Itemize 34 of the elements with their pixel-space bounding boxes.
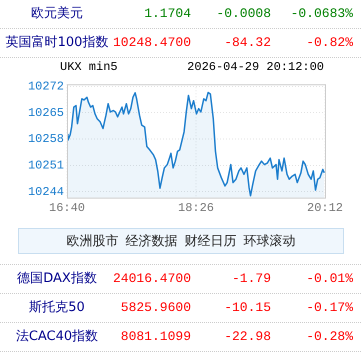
x-tick-label: 18:26 xyxy=(178,200,214,215)
y-tick-label: 10272 xyxy=(28,80,64,94)
y-tick-label: 10258 xyxy=(28,132,64,146)
y-tick-label: 10244 xyxy=(28,184,64,199)
text: 财经日历 xyxy=(184,233,236,250)
text: -0.01% xyxy=(306,271,353,287)
text: 欧元美元 xyxy=(31,6,83,22)
y-tick-label: 10265 xyxy=(28,106,64,120)
y-tick-label: 10251 xyxy=(28,158,64,172)
x-tick-label: 16:40 xyxy=(48,200,86,215)
text: 斯托克50 xyxy=(29,300,85,316)
text: -84.32 xyxy=(224,35,271,51)
text: -0.82% xyxy=(306,35,353,51)
chart-subtitle: 2026-04-29 20:12:00 xyxy=(187,60,324,74)
text: 英国富时100指数 xyxy=(6,35,108,51)
text: -0.0683% xyxy=(290,6,353,22)
text: -1.79 xyxy=(232,271,271,287)
text: -0.17% xyxy=(306,300,353,316)
text: 欧洲股市 xyxy=(66,233,118,250)
text: -22.98 xyxy=(224,329,271,345)
text: 8081.1099 xyxy=(120,329,191,345)
text: -0.0008 xyxy=(216,6,271,22)
text: 经济数据 xyxy=(126,233,178,250)
text: 法CAC40指数 xyxy=(16,329,98,345)
text: 24016.4700 xyxy=(112,271,191,287)
text: 5825.9600 xyxy=(120,300,191,316)
text: 1.1704 xyxy=(144,6,191,22)
text: 德国DAX指数 xyxy=(17,271,97,287)
chart-title: UKX min5 xyxy=(60,60,118,74)
text: 环球滚动 xyxy=(244,233,296,250)
text: 10248.4700 xyxy=(112,35,191,51)
text: -10.15 xyxy=(224,300,271,316)
text: -0.28% xyxy=(306,329,353,345)
x-tick-label: 20:12 xyxy=(306,200,344,215)
